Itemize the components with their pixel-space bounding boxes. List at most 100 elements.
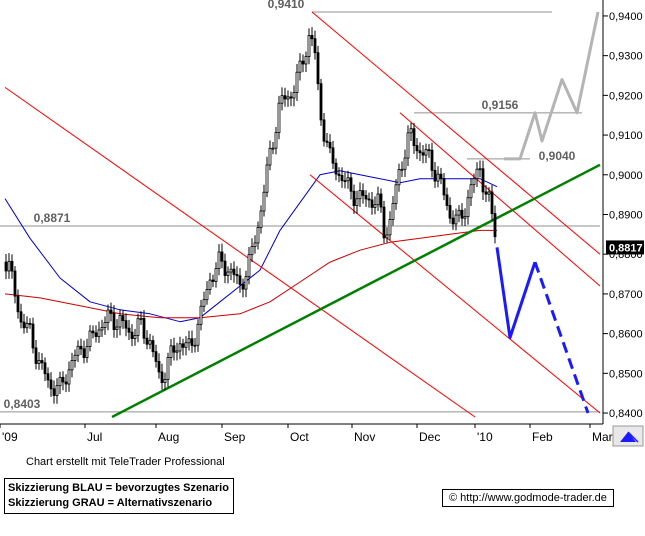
candle-43 (133, 328, 137, 346)
candle-54 (166, 352, 170, 388)
candle-121 (367, 192, 371, 208)
candle-body-57 (175, 350, 179, 353)
candle-body-132 (400, 168, 404, 171)
y-tick-label-2: 0,8600 (609, 329, 643, 341)
candle-body-115 (349, 177, 353, 192)
candle-body-127 (385, 234, 389, 239)
candle-body-146 (442, 178, 446, 196)
candle-body-136 (412, 128, 416, 146)
candle-68 (208, 272, 212, 295)
x-tick-label-9: Mar (592, 430, 613, 444)
candle-body-56 (172, 345, 176, 353)
candle-body-144 (436, 173, 440, 182)
candle-49 (151, 335, 155, 358)
candle-2 (10, 254, 14, 279)
series-line-2 (4, 86, 476, 418)
x-tick-label-5: Nov (354, 430, 375, 444)
candle-body-116 (352, 190, 356, 207)
candle-body-134 (406, 132, 410, 159)
candle-body-41 (127, 327, 131, 333)
candle-body-162 (490, 191, 494, 215)
candle-body-62 (190, 338, 194, 346)
candle-body-131 (397, 169, 401, 186)
candle-7 (25, 316, 29, 334)
candle-86 (262, 184, 266, 217)
candle-33 (103, 316, 107, 335)
candle-26 (82, 340, 86, 364)
candle-139 (421, 144, 425, 164)
series-line-3 (311, 11, 601, 255)
candle-body-103 (313, 38, 317, 54)
candle-48 (148, 333, 152, 350)
candle-body-59 (181, 343, 185, 348)
candle-body-120 (364, 195, 368, 200)
candle-body-4 (16, 295, 20, 313)
candle-body-156 (472, 178, 476, 186)
candle-89 (271, 141, 275, 155)
candle-20 (64, 374, 68, 393)
candle-1 (7, 253, 11, 279)
candle-body-8 (28, 322, 32, 325)
candle-163 (493, 205, 497, 244)
candle-115 (349, 172, 353, 200)
candle-body-20 (64, 381, 68, 385)
candle-body-24 (76, 345, 80, 356)
candle-140 (424, 143, 428, 164)
series-line-4 (399, 112, 601, 287)
candle-body-9 (31, 323, 35, 349)
candle-body-102 (310, 35, 314, 40)
candle-body-13 (43, 362, 47, 375)
candle-body-124 (376, 193, 380, 206)
x-tick-label-2: Aug (158, 430, 179, 444)
candle-body-37 (115, 326, 119, 330)
source-link[interactable]: © http://www.godmode-trader.de (442, 489, 614, 507)
candle-80 (244, 270, 248, 298)
candle-body-73 (223, 260, 227, 276)
candle-body-83 (253, 242, 257, 248)
candle-body-3 (13, 270, 17, 297)
candle-body-151 (457, 209, 461, 216)
y-tick-label-3: 0,8700 (609, 289, 643, 301)
candle-10 (34, 339, 38, 370)
candle-body-152 (460, 209, 464, 219)
candle-21 (67, 361, 71, 392)
candle-body-61 (187, 338, 191, 344)
candle-body-36 (112, 313, 116, 330)
candle-body-143 (433, 169, 437, 182)
candle-body-75 (229, 268, 233, 273)
candle-71 (217, 244, 221, 276)
candle-body-6 (22, 321, 26, 329)
candle-5 (19, 303, 23, 329)
candle-body-42 (130, 331, 134, 339)
candle-78 (238, 268, 242, 293)
candle-150 (454, 208, 458, 231)
candle-body-38 (118, 315, 122, 328)
candle-117 (355, 190, 359, 214)
candle-body-19 (61, 376, 65, 383)
candle-155 (469, 178, 473, 206)
candle-body-30 (94, 332, 98, 337)
candle-127 (385, 227, 389, 243)
candle-130 (394, 179, 398, 210)
current-price-label: 0,8817 (609, 242, 643, 254)
candle-134 (406, 125, 410, 167)
candle-93 (283, 87, 287, 107)
candle-body-34 (106, 309, 110, 323)
candle-19 (61, 371, 65, 391)
candle-79 (241, 278, 245, 298)
x-tick-label-3: Sep (224, 430, 246, 444)
candle-112 (340, 167, 344, 188)
triangle-icon-stroke (627, 431, 639, 443)
candle-body-109 (331, 147, 335, 164)
triangle-icon (620, 432, 636, 442)
candle-body-76 (232, 268, 236, 275)
candle-90 (274, 127, 278, 155)
candle-102 (310, 27, 314, 47)
candle-body-43 (133, 335, 137, 339)
candle-110 (334, 158, 338, 181)
level-label-4: 0,8403 (4, 397, 41, 411)
candle-body-94 (286, 96, 290, 100)
candle-body-51 (157, 361, 161, 373)
candle-6 (22, 313, 26, 334)
candle-92 (280, 87, 284, 111)
